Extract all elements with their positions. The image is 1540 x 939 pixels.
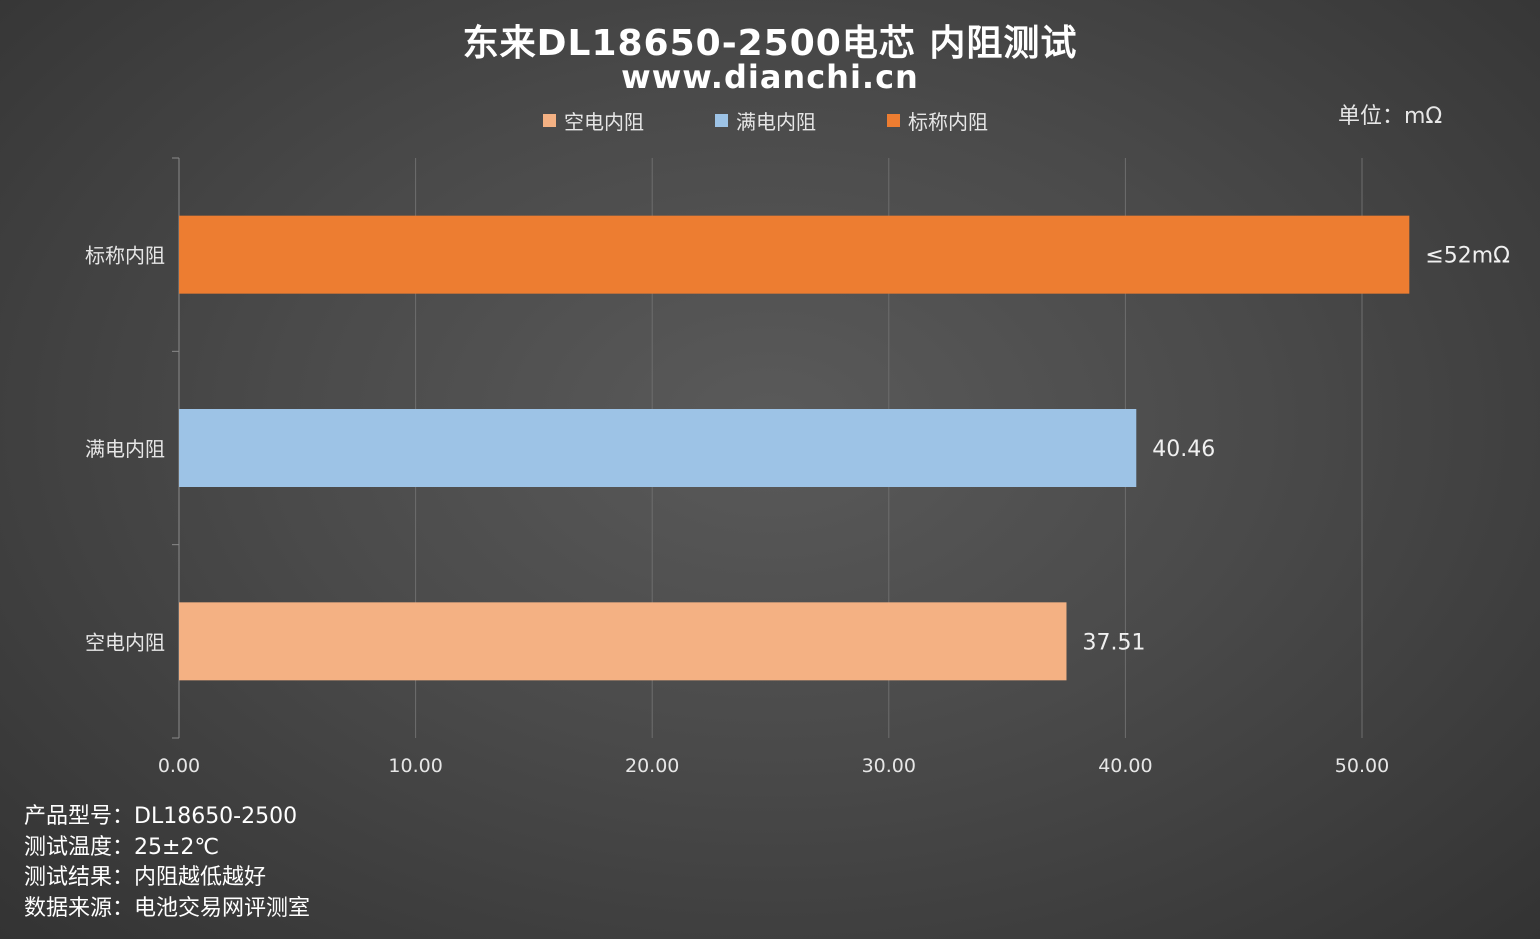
category-label-0: 标称内阻 — [85, 244, 165, 268]
bar-2 — [179, 602, 1067, 681]
legend-item-full: 满电内阻 — [715, 106, 887, 135]
note-test-result: 测试结果：内阻越低越好 — [24, 865, 267, 890]
x-tick-label-3: 30.00 — [862, 755, 916, 777]
chart-title: 东来DL18650-2500电芯 内阻测试 — [462, 23, 1078, 64]
x-tick-label-1: 10.00 — [388, 755, 442, 777]
data-label-1: 40.46 — [1152, 437, 1215, 462]
bar-0 — [179, 215, 1410, 294]
legend-swatch-empty — [543, 114, 556, 127]
x-tick-label-4: 40.00 — [1098, 755, 1152, 777]
legend-label-empty: 空电内阻 — [564, 110, 644, 134]
legend-swatch-nominal — [887, 114, 900, 127]
legend-swatch-full — [715, 114, 728, 127]
unit-label: 单位：mΩ — [1338, 104, 1443, 129]
x-tick-label-5: 50.00 — [1335, 755, 1389, 777]
test-notes: 产品型号：DL18650-2500 测试温度：25±2℃ 测试结果：内阻越低越好… — [24, 802, 310, 924]
chart-legend: 空电内阻 满电内阻 标称内阻 — [543, 106, 1059, 135]
category-label-2: 空电内阻 — [85, 630, 165, 654]
note-product-model: 产品型号：DL18650-2500 — [24, 804, 298, 829]
category-label-1: 满电内阻 — [85, 437, 165, 461]
chart-subtitle: www.dianchi.cn — [621, 58, 919, 96]
x-tick-label-2: 20.00 — [625, 755, 679, 777]
note-data-source: 数据来源：电池交易网评测室 — [24, 895, 311, 921]
legend-item-nominal: 标称内阻 — [887, 106, 1059, 135]
x-tick-label-0: 0.00 — [158, 755, 200, 777]
note-test-temperature: 测试温度：25±2℃ — [24, 834, 220, 860]
bar-1 — [179, 409, 1137, 487]
data-label-2: 37.51 — [1082, 630, 1145, 655]
legend-label-full: 满电内阻 — [736, 110, 816, 134]
data-label-0: ≤52mΩ — [1425, 244, 1510, 269]
legend-item-empty: 空电内阻 — [543, 106, 715, 135]
legend-label-nominal: 标称内阻 — [908, 110, 988, 134]
